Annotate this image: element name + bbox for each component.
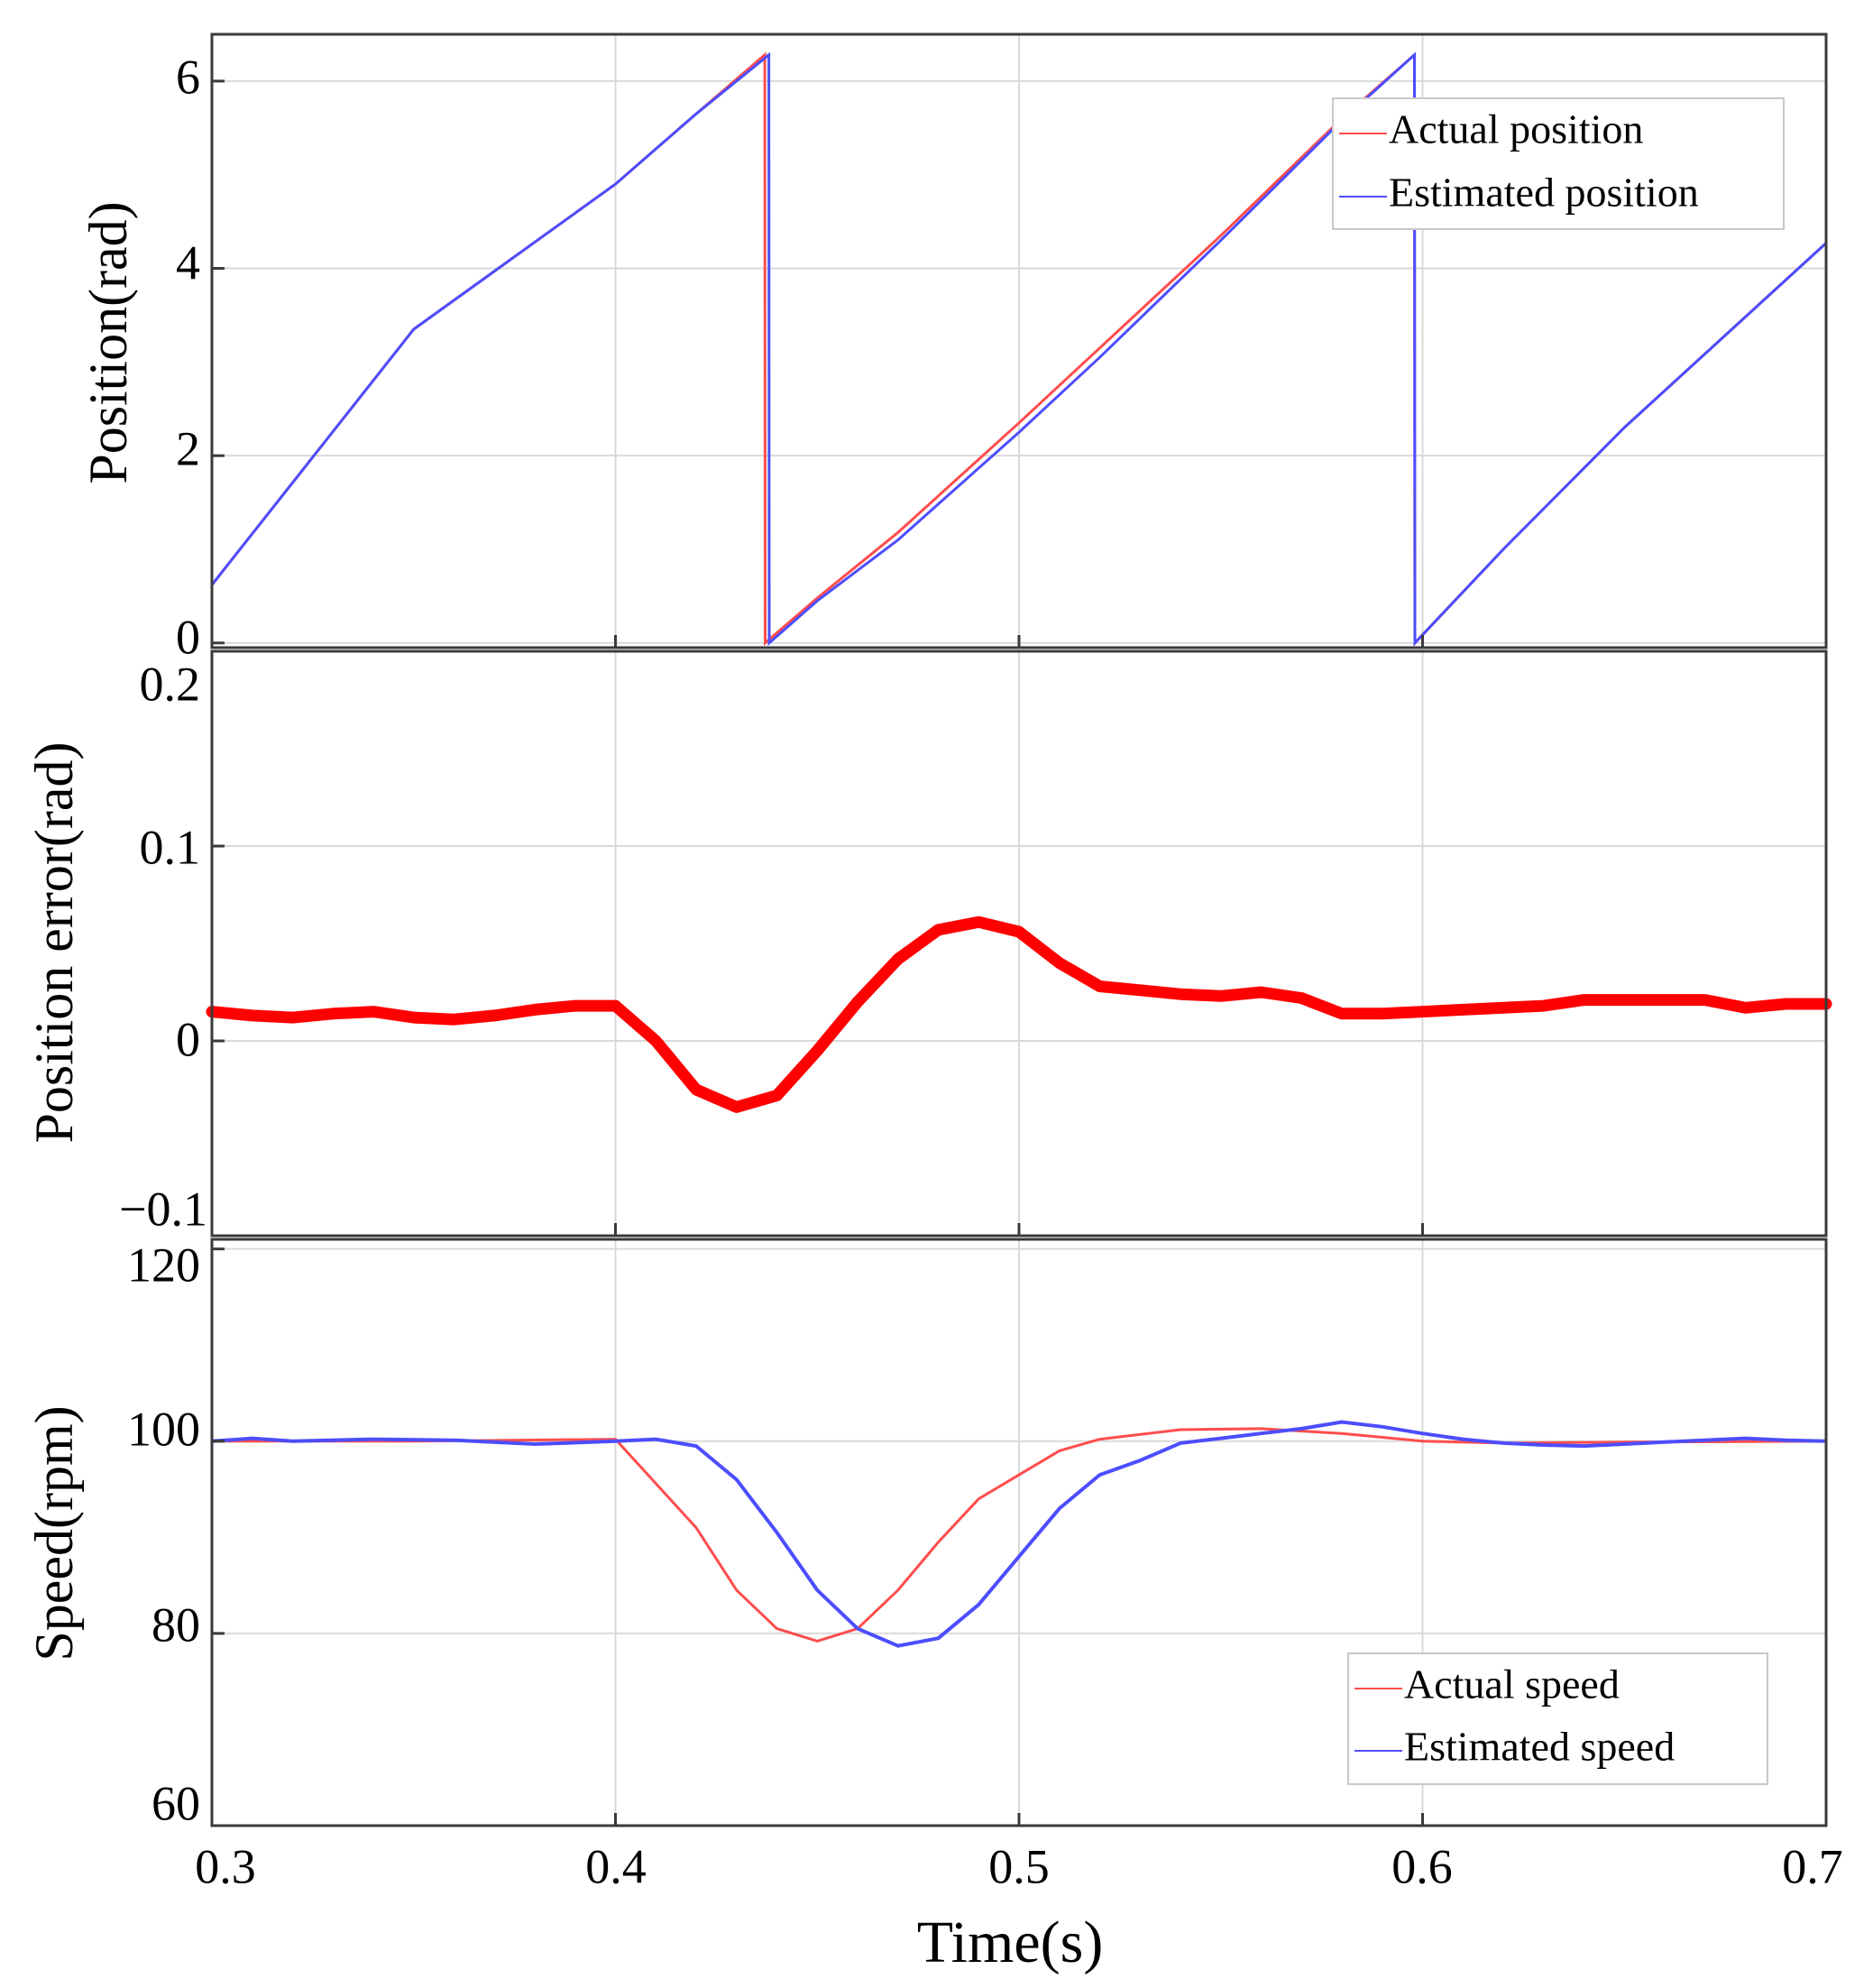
- error-plot-area: [206, 916, 1832, 1113]
- error-panel: −0.1 0 0.1 0.2 Position error(rad): [24, 649, 1832, 1238]
- speed-legend-label-actual: Actual speed: [1404, 1661, 1620, 1707]
- xtick-label: 0.6: [1391, 1839, 1453, 1893]
- xtick-label: 0.5: [988, 1839, 1050, 1893]
- position-panel: 0 2 4 6 Position(rad) Actual position Es…: [78, 32, 1828, 664]
- error-ylabel: Position error(rad): [24, 742, 84, 1144]
- position-ytick-label: 0: [176, 610, 200, 664]
- position-series-estimated: [210, 51, 1828, 647]
- speed-ytick-label: 60: [151, 1776, 200, 1830]
- position-legend-label-estimated: Estimated position: [1389, 170, 1699, 216]
- speed-ytick-label: 120: [127, 1238, 200, 1292]
- xtick-label: 0.4: [585, 1839, 647, 1893]
- speed-ytick-label: 100: [127, 1402, 200, 1456]
- speed-plot-area: [211, 1420, 1827, 1648]
- error-ytick-label: −0.1: [119, 1182, 207, 1236]
- error-ytick-label: 0.2: [140, 657, 201, 711]
- xtick-label: 0.7: [1782, 1839, 1843, 1893]
- error-ytick-label: 0: [176, 1012, 200, 1066]
- xtick-label: 0.3: [195, 1839, 256, 1893]
- error-ytick-label: 0.1: [140, 820, 201, 874]
- position-legend-box: [1332, 97, 1785, 230]
- position-ticks: [210, 79, 1828, 648]
- xlabel: Time(s): [917, 1910, 1104, 1975]
- speed-legend-box: [1347, 1652, 1768, 1785]
- speed-legend: Actual speed Estimated speed: [1347, 1652, 1768, 1785]
- speed-ticks: [210, 1247, 1828, 1827]
- error-ticks: [210, 649, 1828, 1238]
- speed-series-estimated: [211, 1420, 1827, 1648]
- position-ytick-label: 6: [176, 50, 200, 104]
- position-legend-label-actual: Actual position: [1389, 106, 1643, 152]
- position-ylabel: Position(rad): [78, 201, 138, 483]
- speed-ylabel: Speed(rpm): [24, 1405, 84, 1661]
- position-ytick-label: 4: [176, 235, 200, 290]
- position-plot-area: [210, 51, 1828, 647]
- speed-panel: 60 80 100 120 Speed(rpm) Actual speed Es…: [24, 1238, 1843, 1975]
- error-grid: [212, 651, 1826, 1236]
- position-ytick-label: 2: [176, 421, 200, 475]
- speed-ytick-label: 80: [151, 1597, 200, 1652]
- speed-series-actual: [212, 1427, 1827, 1643]
- position-legend: Actual position Estimated position: [1332, 97, 1785, 230]
- error-series: [206, 916, 1832, 1113]
- speed-legend-label-estimated: Estimated speed: [1404, 1724, 1675, 1770]
